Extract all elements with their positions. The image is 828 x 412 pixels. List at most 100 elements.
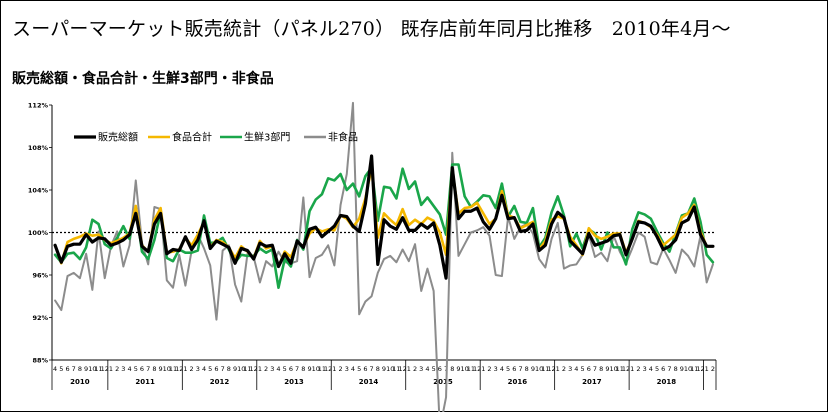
x-tick-label: 8: [525, 365, 529, 373]
x-tick-label: 11: [467, 365, 475, 373]
x-tick-label: 12: [696, 365, 704, 373]
x-tick-label: 1: [109, 365, 113, 373]
x-tick-label: 9: [680, 365, 684, 373]
legend-label: 生鮮3部門: [244, 131, 290, 144]
y-tick-label: 96%: [32, 271, 48, 279]
x-tick-label: 2: [562, 365, 566, 373]
x-tick-label: 2: [487, 365, 491, 373]
x-tick-label: 2: [190, 365, 194, 373]
x-tick-label: 8: [674, 365, 678, 373]
x-tick-label: 8: [227, 365, 231, 373]
x-tick-label: 4: [53, 365, 57, 373]
x-tick-label: 5: [59, 365, 63, 373]
x-tick-label: 4: [649, 365, 653, 373]
x-tick-label: 3: [643, 365, 647, 373]
year-label: 2018: [657, 378, 677, 386]
x-tick-label: 12: [250, 365, 258, 373]
x-tick-label: 9: [307, 365, 311, 373]
x-tick-label: 12: [324, 365, 332, 373]
x-tick-label: 5: [506, 365, 510, 373]
y-tick-label: 108%: [28, 144, 49, 152]
x-tick-label: 2: [264, 365, 268, 373]
legend-label: 販売総額: [98, 131, 138, 144]
x-tick-label: 7: [295, 365, 299, 373]
x-tick-label: 7: [72, 365, 76, 373]
x-tick-label: 9: [531, 365, 535, 373]
x-tick-label: 7: [370, 365, 374, 373]
x-tick-label: 5: [208, 365, 212, 373]
x-tick-label: 1: [705, 365, 709, 373]
x-tick-label: 8: [450, 365, 454, 373]
x-tick-label: 4: [202, 365, 206, 373]
x-tick-label: 5: [581, 365, 585, 373]
x-tick-label: 2: [711, 365, 715, 373]
year-label: 2013: [284, 378, 304, 386]
x-tick-label: 12: [101, 365, 109, 373]
x-tick-label: 12: [473, 365, 481, 373]
year-label: 2016: [508, 378, 528, 386]
legend-label: 食品合計: [172, 131, 212, 144]
x-tick-label: 7: [518, 365, 522, 373]
x-tick-label: 10: [88, 365, 96, 373]
series-line-4: [54, 101, 714, 412]
x-tick-label: 9: [382, 365, 386, 373]
x-tick-label: 1: [556, 365, 560, 373]
x-tick-label: 6: [587, 365, 591, 373]
x-tick-label: 1: [183, 365, 187, 373]
x-tick-label: 8: [152, 365, 156, 373]
x-tick-label: 4: [351, 365, 355, 373]
x-tick-label: 10: [386, 365, 394, 373]
x-tick-label: 6: [214, 365, 218, 373]
y-tick-label: 112%: [28, 101, 49, 109]
x-tick-label: 9: [456, 365, 460, 373]
x-tick-label: 11: [392, 365, 400, 373]
x-tick-label: 9: [233, 365, 237, 373]
x-tick-label: 8: [78, 365, 82, 373]
x-tick-label: 6: [65, 365, 69, 373]
x-tick-label: 10: [684, 365, 692, 373]
x-tick-label: 9: [84, 365, 88, 373]
year-label: 2015: [433, 378, 453, 386]
x-tick-label: 11: [243, 365, 251, 373]
year-label: 2010: [70, 378, 90, 386]
x-tick-label: 1: [630, 365, 634, 373]
x-tick-label: 2: [338, 365, 342, 373]
x-tick-label: 9: [605, 365, 609, 373]
x-tick-label: 6: [512, 365, 516, 373]
x-tick-label: 7: [593, 365, 597, 373]
x-tick-label: 4: [276, 365, 280, 373]
x-tick-label: 5: [283, 365, 287, 373]
x-tick-label: 6: [289, 365, 293, 373]
x-tick-label: 3: [568, 365, 572, 373]
x-tick-label: 10: [535, 365, 543, 373]
legend: 販売総額 食品合計 生鮮3部門 非食品: [74, 131, 358, 144]
x-tick-label: 8: [301, 365, 305, 373]
series-lines: [53, 101, 715, 412]
x-tick-label: 6: [140, 365, 144, 373]
year-label: 2011: [135, 378, 155, 386]
x-tick-label: 3: [419, 365, 423, 373]
x-tick-label: 4: [127, 365, 131, 373]
x-tick-label: 7: [221, 365, 225, 373]
x-tick-label: 10: [237, 365, 245, 373]
legend-label: 非食品: [328, 131, 358, 144]
x-tick-label: 12: [175, 365, 183, 373]
year-label: 2017: [582, 378, 602, 386]
x-tick-label: 11: [94, 365, 102, 373]
x-tick-label: 5: [432, 365, 436, 373]
x-tick-label: 6: [363, 365, 367, 373]
chart-subtitle: 販売総額・食品合計・生鮮3部門・非食品: [12, 71, 274, 87]
series-line-1: [53, 154, 715, 280]
chart-title: スーパーマーケット販売統計（パネル270） 既存店前年同月比推移 2010年4月…: [12, 18, 731, 40]
x-tick-label: 3: [121, 365, 125, 373]
x-tick-label: 10: [609, 365, 617, 373]
x-tick-label: 11: [541, 365, 549, 373]
year-label: 2014: [359, 378, 379, 386]
y-tick-label: 88%: [32, 356, 48, 364]
x-tick-label: 8: [376, 365, 380, 373]
x-tick-label: 3: [270, 365, 274, 373]
x-tick-label: 5: [655, 365, 659, 373]
x-tick-label: 11: [318, 365, 326, 373]
x-tick-label: 3: [196, 365, 200, 373]
